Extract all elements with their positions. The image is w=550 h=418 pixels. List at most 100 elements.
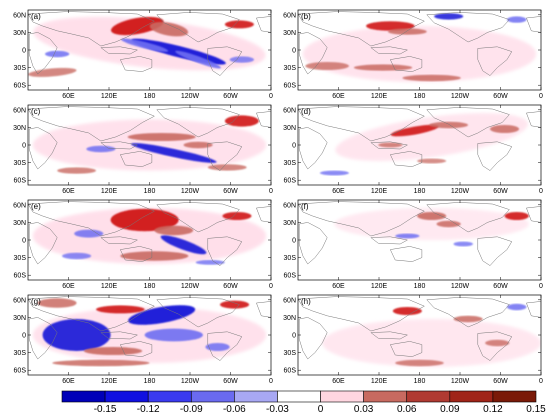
lon-tick-label: 180 [144, 378, 156, 385]
anomaly-region [485, 339, 510, 347]
continent-outline [477, 141, 513, 171]
anomaly-region [154, 225, 194, 236]
anomaly-region [149, 22, 189, 37]
coastlines [298, 11, 541, 76]
lon-tick-label: 60W [223, 188, 238, 195]
continent-outline [526, 111, 541, 128]
anomaly-region [335, 113, 528, 161]
anomaly-region [353, 64, 413, 71]
lon-tick-label: 60W [493, 283, 508, 290]
lat-tick-label: 30N [13, 30, 26, 37]
anomaly-region [144, 328, 203, 342]
colorbar-swatch [277, 390, 321, 403]
colorbar: -0.15 -0.12 -0.09 -0.06 -0.03 0 0.03 0.06 0.09 0.… [61, 390, 546, 415]
map-panel-a: (a) 60N 30N 0 30S 60S 60E 120E 180 120W 60W 0 [13, 9, 273, 100]
lat-tick-label: 0 [292, 143, 296, 150]
lat-tick-label: 30N [13, 315, 26, 322]
continent-outline [28, 127, 58, 170]
lon-tick-label: 0 [539, 378, 543, 385]
anomaly-region [45, 50, 70, 58]
map-panel-b: (b) 60N 30N 0 30S 60S 60E 120E 180 120W 60W 0 [283, 9, 543, 100]
continent-outline [100, 236, 139, 245]
continent-outline [100, 46, 139, 55]
anomaly-region [183, 141, 213, 149]
anomaly-region [127, 133, 196, 141]
lat-tick-label: 30N [283, 125, 296, 132]
colorbar-swatch [61, 390, 106, 403]
continent-outline [256, 301, 271, 318]
lon-tick-label: 180 [144, 283, 156, 290]
lat-tick-label: 30S [14, 350, 27, 357]
anomaly-region [322, 319, 541, 367]
map-panel-h: (h) 60N 30N 0 30S 60S 60E 120E 180 120W 60W 0 [283, 294, 543, 385]
lat-tick-label: 30N [13, 220, 26, 227]
anomaly-region [37, 298, 77, 308]
lon-tick-label: 60E [62, 188, 75, 195]
anomaly-region [224, 115, 259, 127]
anomaly-region [319, 170, 350, 176]
lat-tick-label: 60S [284, 273, 297, 280]
continent-outline [526, 206, 541, 223]
anomaly-region [453, 315, 483, 323]
anomaly-region [222, 212, 252, 220]
coastlines [298, 296, 541, 361]
colorbar-swatch [234, 390, 278, 403]
lon-tick-label: 120W [451, 93, 470, 100]
lat-tick-label: 60N [283, 297, 296, 304]
continent-outline [298, 11, 425, 47]
lat-tick-label: 30S [14, 160, 27, 167]
panel-label: (e) [31, 202, 41, 211]
continent-outline [370, 46, 409, 55]
panel-label: (h) [301, 297, 311, 306]
anomaly-region [395, 233, 420, 239]
anomaly-region [224, 20, 254, 29]
continent-outline [298, 32, 328, 75]
map-panel-g: (g) 60N 30N 0 30S 60S 60E 120E 180 120W 60W 0 [13, 294, 273, 385]
lat-tick-label: 60S [14, 368, 27, 375]
continent-outline [477, 236, 513, 266]
lon-tick-label: 60W [493, 188, 508, 195]
continent-outline [156, 202, 240, 233]
map-panel-c: (c) 60N 30N 0 30S 60S 60E 120E 180 120W 60W 0 [13, 104, 273, 195]
lon-tick-label: 60E [332, 188, 345, 195]
lat-tick-label: 0 [22, 333, 26, 340]
anomaly-region [417, 212, 447, 220]
lon-tick-label: 120W [181, 283, 200, 290]
lon-tick-label: 180 [144, 188, 156, 195]
lon-tick-label: 120E [101, 378, 118, 385]
lon-tick-label: 120E [101, 283, 118, 290]
anomaly-region [195, 260, 225, 265]
lon-tick-label: 60E [332, 93, 345, 100]
continent-outline [298, 222, 328, 265]
anomaly-region [506, 303, 527, 311]
continent-outline [28, 296, 155, 332]
continent-outline [298, 127, 328, 170]
map-panel-d: (d) 60N 30N 0 30S 60S 60E 120E 180 120W 60W 0 [283, 104, 543, 195]
lat-tick-label: 30N [283, 30, 296, 37]
lon-tick-label: 0 [269, 93, 273, 100]
continent-outline [370, 236, 409, 245]
panel-label: (c) [31, 107, 41, 116]
anomaly-field [28, 11, 271, 77]
anomaly-region [436, 220, 461, 228]
colorbar-swatch [320, 390, 364, 403]
anomaly-region [366, 21, 415, 31]
anomaly-region [83, 347, 143, 355]
continent-outline [28, 32, 58, 75]
anomaly-region [52, 359, 150, 367]
continent-outline [119, 341, 153, 357]
map-panel-e: (e) 60N 30N 0 30S 60S 60E 120E 180 120W 60W 0 [13, 199, 273, 290]
lon-tick-label: 120E [371, 378, 388, 385]
anomaly-region [205, 343, 230, 351]
anomaly-field [298, 296, 541, 367]
lon-tick-label: 120E [101, 188, 118, 195]
anomaly-region [506, 16, 527, 23]
lat-tick-label: 0 [292, 333, 296, 340]
continent-outline [298, 317, 328, 360]
lon-tick-label: 120W [181, 378, 200, 385]
continent-outline [256, 111, 271, 128]
colorbar-tick-label: 0.12 [483, 404, 503, 415]
lat-tick-label: 30S [14, 65, 27, 72]
lon-tick-label: 60W [493, 378, 508, 385]
continent-outline [298, 296, 425, 332]
